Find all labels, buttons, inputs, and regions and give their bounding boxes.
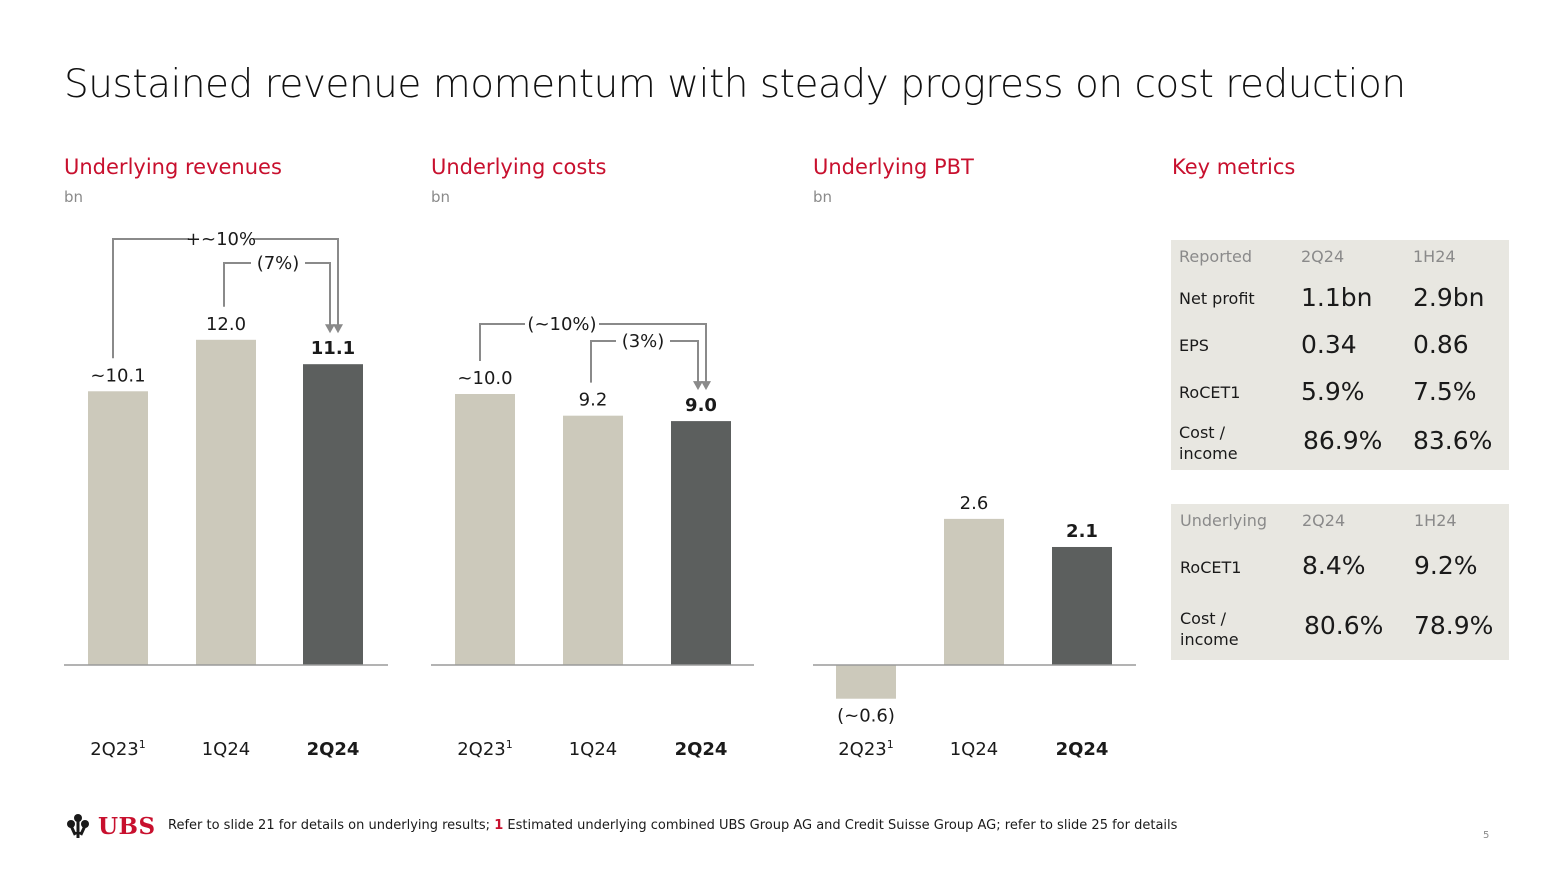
bar xyxy=(671,421,731,665)
reported-header-2q24: 2Q24 xyxy=(1301,247,1345,266)
bar xyxy=(836,665,896,699)
tick-label: 2Q231 xyxy=(90,738,146,760)
underlying-row-1h24: 78.9% xyxy=(1414,611,1494,640)
bar xyxy=(944,518,1004,665)
bracket-line xyxy=(479,323,525,361)
bar xyxy=(455,394,515,665)
chart-pbt-unit: bn xyxy=(813,188,833,206)
footnote-suffix: Estimated underlying combined UBS Group … xyxy=(503,818,1178,833)
logo-text: UBS xyxy=(98,812,156,840)
bar xyxy=(1052,546,1112,665)
arrow-head xyxy=(325,324,335,334)
change-label: (3%) xyxy=(622,331,665,352)
reported-row-label: RoCET1 xyxy=(1179,383,1241,402)
tick-label: 2Q231 xyxy=(838,738,894,760)
bar xyxy=(563,415,623,665)
reported-row-label: Net profit xyxy=(1179,289,1255,308)
tick-superscript: 1 xyxy=(506,738,513,751)
tick-label: 1Q24 xyxy=(202,739,251,760)
underlying-row-2q24: 8.4% xyxy=(1302,551,1366,580)
reported-metrics-table: Reported 2Q24 1H24 Net profit 1.1bn 2.9b… xyxy=(1171,240,1509,470)
data-label: ~10.0 xyxy=(457,368,512,389)
chart-costs-title: Underlying costs xyxy=(431,155,607,179)
footer: UBS xyxy=(64,812,156,840)
bracket-line xyxy=(670,340,699,389)
underlying-row-label: Cost / income xyxy=(1180,609,1239,649)
tick-label: 1Q24 xyxy=(569,739,618,760)
reported-row-label: Cost / income xyxy=(1179,423,1238,463)
data-label: 11.1 xyxy=(311,338,355,359)
footnote-prefix: Refer to slide 21 for details on underly… xyxy=(168,818,495,833)
bar xyxy=(303,364,363,665)
underlying-header-label: Underlying xyxy=(1180,511,1268,530)
data-label: 2.1 xyxy=(1066,521,1098,542)
ubs-logo: UBS xyxy=(64,812,156,840)
chart-costs-unit: bn xyxy=(431,188,451,206)
bracket-line xyxy=(590,340,616,383)
underlying-row-label: RoCET1 xyxy=(1180,558,1242,577)
data-label: ~10.1 xyxy=(90,365,145,386)
arrow-head xyxy=(333,324,343,334)
tick-label: 1Q24 xyxy=(950,739,999,760)
keys-icon xyxy=(67,814,89,838)
data-label: 12.0 xyxy=(206,314,246,335)
reported-header-1h24: 1H24 xyxy=(1413,247,1456,266)
change-label: (7%) xyxy=(257,253,300,274)
tick-label: 2Q24 xyxy=(307,739,360,760)
bar xyxy=(88,391,148,665)
bar xyxy=(196,339,256,665)
tick-label: 2Q24 xyxy=(675,739,728,760)
bracket-line xyxy=(223,262,251,307)
reported-row-1h24: 2.9bn xyxy=(1413,283,1485,312)
underlying-row-1h24: 9.2% xyxy=(1414,551,1478,580)
change-label: +~10% xyxy=(186,229,256,250)
data-label: 9.2 xyxy=(579,390,608,411)
underlying-row-2q24: 80.6% xyxy=(1304,611,1384,640)
key-metrics-title: Key metrics xyxy=(1172,155,1296,179)
reported-row-2q24: 86.9% xyxy=(1303,426,1383,455)
chart-revenues-unit: bn xyxy=(64,188,84,206)
footnote: Refer to slide 21 for details on underly… xyxy=(168,818,1177,833)
underlying-header-2q24: 2Q24 xyxy=(1302,511,1346,530)
tick-label: 2Q24 xyxy=(1056,739,1109,760)
reported-row-1h24: 7.5% xyxy=(1413,377,1477,406)
chart-revenues-title: Underlying revenues xyxy=(64,155,282,179)
change-label: (~10%) xyxy=(527,314,596,335)
bracket-line xyxy=(112,238,189,359)
bracket-line xyxy=(305,262,331,332)
arrow-head xyxy=(701,381,711,391)
bracket-line xyxy=(599,323,707,389)
underlying-header-1h24: 1H24 xyxy=(1414,511,1457,530)
reported-row-2q24: 5.9% xyxy=(1301,377,1365,406)
tick-superscript: 1 xyxy=(139,738,146,751)
reported-row-label: EPS xyxy=(1179,336,1209,355)
underlying-metrics-table: Underlying 2Q24 1H24 RoCET1 8.4% 9.2% Co… xyxy=(1171,504,1509,660)
reported-row-2q24: 0.34 xyxy=(1301,330,1357,359)
footnote-number: 1 xyxy=(494,818,504,833)
tick-superscript: 1 xyxy=(887,738,894,751)
reported-row-2q24: 1.1bn xyxy=(1301,283,1373,312)
arrow-head xyxy=(693,381,703,391)
tick-label: 2Q231 xyxy=(457,738,513,760)
data-label: 9.0 xyxy=(685,395,717,416)
slide-title: Sustained revenue momentum with steady p… xyxy=(64,62,1406,107)
reported-row-1h24: 0.86 xyxy=(1413,330,1469,359)
data-label: 2.6 xyxy=(960,493,989,514)
chart-pbt-title: Underlying PBT xyxy=(813,155,974,179)
reported-row-1h24: 83.6% xyxy=(1413,426,1493,455)
reported-header-label: Reported xyxy=(1179,247,1253,266)
data-label: (~0.6) xyxy=(837,706,895,727)
bracket-line xyxy=(253,238,339,332)
page-number: 5 xyxy=(1483,830,1490,841)
